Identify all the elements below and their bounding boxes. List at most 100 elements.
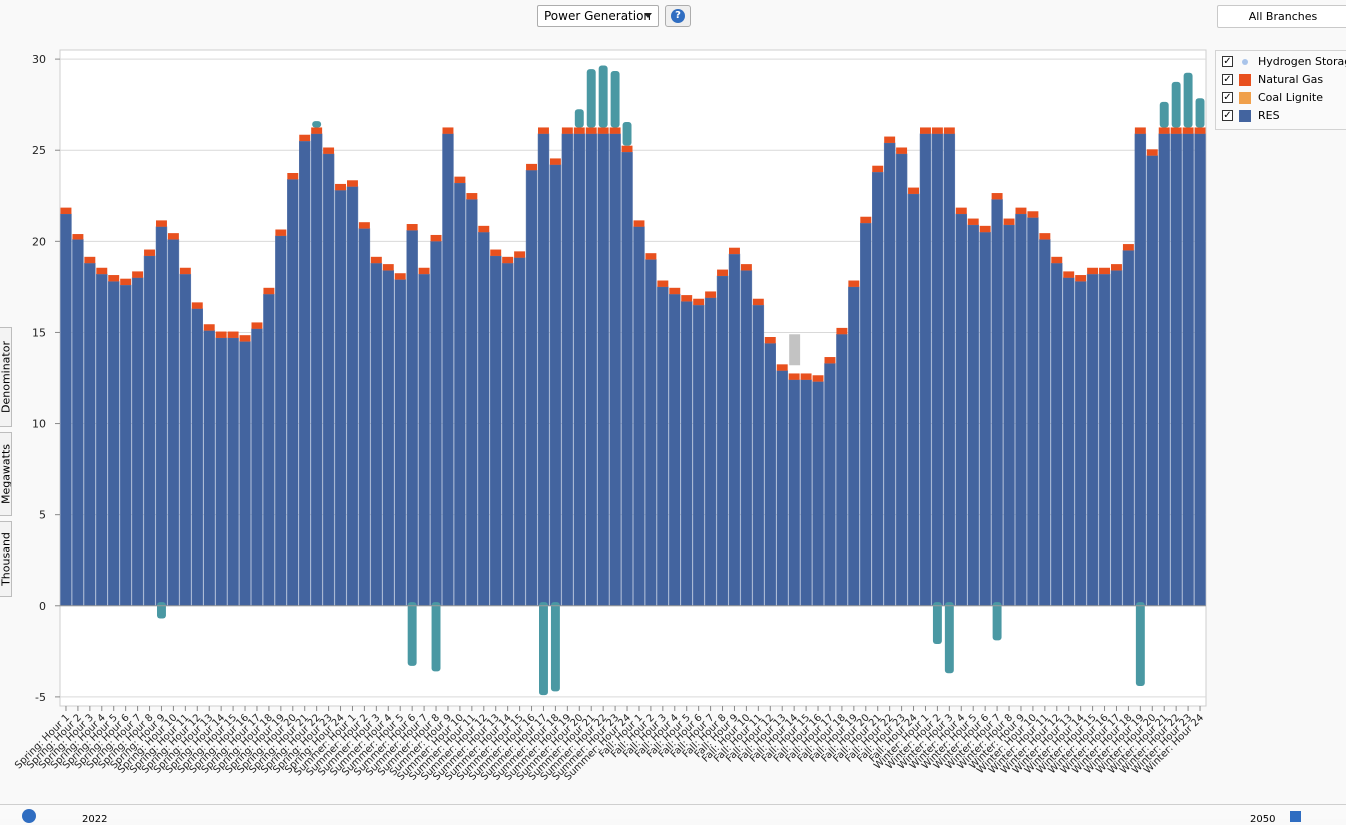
bar-natural-gas: [239, 335, 251, 342]
bar-res: [931, 133, 944, 607]
end-year: 2050: [1250, 814, 1276, 825]
bar-hydrogen-storage: [932, 602, 942, 645]
legend-label: Natural Gas: [1258, 73, 1324, 86]
bar-natural-gas: [96, 267, 108, 275]
bar-res: [406, 230, 418, 607]
bar-natural-gas: [705, 291, 717, 298]
bar-natural-gas: [1039, 233, 1051, 240]
bar-natural-gas: [299, 134, 311, 142]
bar-res: [692, 304, 705, 607]
bar-natural-gas: [203, 324, 215, 331]
bar-hydrogen-storage: [1135, 602, 1145, 686]
bar-res: [645, 259, 657, 607]
bar-res: [764, 343, 776, 607]
legend-checkbox[interactable]: ✓: [1222, 92, 1233, 103]
all-branches-button[interactable]: All Branches: [1217, 5, 1346, 28]
side-tab-denominator[interactable]: Denominator: [0, 327, 12, 427]
bar-natural-gas: [669, 287, 681, 295]
bar-natural-gas: [1134, 127, 1146, 134]
bar-res: [752, 304, 765, 607]
bar-res: [1027, 217, 1039, 607]
bar-res: [84, 262, 96, 607]
bar-natural-gas: [72, 234, 84, 240]
bar-natural-gas: [251, 322, 263, 329]
bar-res: [215, 337, 227, 607]
bar-natural-gas: [693, 298, 705, 306]
y-tick-label: 20: [32, 235, 46, 248]
bar-hydrogen-storage: [407, 602, 417, 666]
bar-res: [1122, 250, 1135, 607]
bar-natural-gas: [1194, 127, 1206, 134]
bar-res: [490, 255, 502, 607]
bar-res: [131, 277, 144, 607]
bar-natural-gas: [1146, 149, 1158, 156]
bar-res: [943, 133, 956, 607]
bar-natural-gas: [514, 251, 526, 258]
bar-res: [454, 182, 466, 607]
bar-hydrogen-storage: [992, 602, 1002, 641]
bar-res: [96, 273, 108, 607]
bar-natural-gas: [191, 302, 203, 309]
bar-hydrogen-storage: [312, 121, 322, 128]
bar-natural-gas: [156, 220, 167, 227]
bar-res: [597, 133, 609, 607]
bar-natural-gas: [860, 216, 872, 224]
bar-natural-gas: [633, 220, 645, 227]
bar-res: [418, 273, 430, 607]
bar-res: [310, 133, 323, 607]
bar-natural-gas: [538, 127, 549, 134]
legend-checkbox[interactable]: ✓: [1222, 110, 1233, 121]
bar-natural-gas: [1075, 275, 1087, 282]
bar-natural-gas: [657, 280, 669, 287]
bar-res: [1134, 133, 1147, 607]
bar-natural-gas: [1170, 127, 1182, 134]
bar-natural-gas: [323, 147, 335, 154]
legend-swatch: [1239, 74, 1251, 86]
bar-natural-gas: [358, 222, 370, 229]
bar-res: [788, 379, 800, 607]
bar-res: [728, 253, 741, 607]
bar-natural-gas: [609, 127, 621, 134]
help-button[interactable]: ?: [665, 5, 691, 27]
bar-natural-gas: [943, 127, 955, 134]
bar-natural-gas: [645, 253, 657, 260]
bar-natural-gas: [1122, 244, 1134, 251]
y-tick-label: 15: [32, 326, 46, 339]
bar-natural-gas: [931, 127, 943, 134]
bar-res: [72, 239, 84, 607]
bar-natural-gas: [132, 271, 144, 278]
legend-checkbox[interactable]: ✓: [1222, 74, 1233, 85]
bar-res: [1170, 133, 1182, 607]
bar-natural-gas: [597, 127, 609, 134]
bar-res: [1158, 133, 1170, 607]
bar-natural-gas: [788, 373, 800, 380]
bar-hydrogen-storage: [1195, 98, 1205, 128]
bar-natural-gas: [1158, 127, 1170, 134]
bar-res: [621, 151, 633, 607]
bar-res: [1182, 133, 1194, 607]
bar-res: [895, 153, 908, 607]
y-tick-label: 5: [39, 509, 46, 522]
legend-checkbox[interactable]: ✓: [1222, 56, 1233, 67]
side-tab-thousand[interactable]: Thousand: [0, 521, 12, 597]
bar-hydrogen-storage: [550, 602, 560, 692]
bar-res: [979, 231, 991, 607]
bar-hydrogen-storage: [944, 602, 954, 674]
bar-natural-gas: [466, 193, 478, 200]
bar-res: [394, 279, 406, 607]
bar-natural-gas: [335, 183, 346, 191]
timeline-bar[interactable]: 2022 2050: [0, 804, 1346, 825]
checkbox-icon[interactable]: [1290, 811, 1301, 822]
bar-res: [836, 334, 848, 607]
y-tick-label: 0: [39, 600, 46, 613]
bar-natural-gas: [920, 127, 931, 134]
bar-res: [1051, 262, 1063, 607]
plot-area: [59, 49, 1207, 707]
bar-natural-gas: [717, 269, 728, 276]
side-tab-megawatts[interactable]: Megawatts: [0, 432, 12, 516]
bar-res: [537, 133, 550, 607]
bar-res: [1098, 273, 1111, 607]
bar-res: [108, 281, 120, 607]
view-select[interactable]: Power Generation: [537, 5, 659, 27]
bar-natural-gas: [991, 193, 1003, 200]
